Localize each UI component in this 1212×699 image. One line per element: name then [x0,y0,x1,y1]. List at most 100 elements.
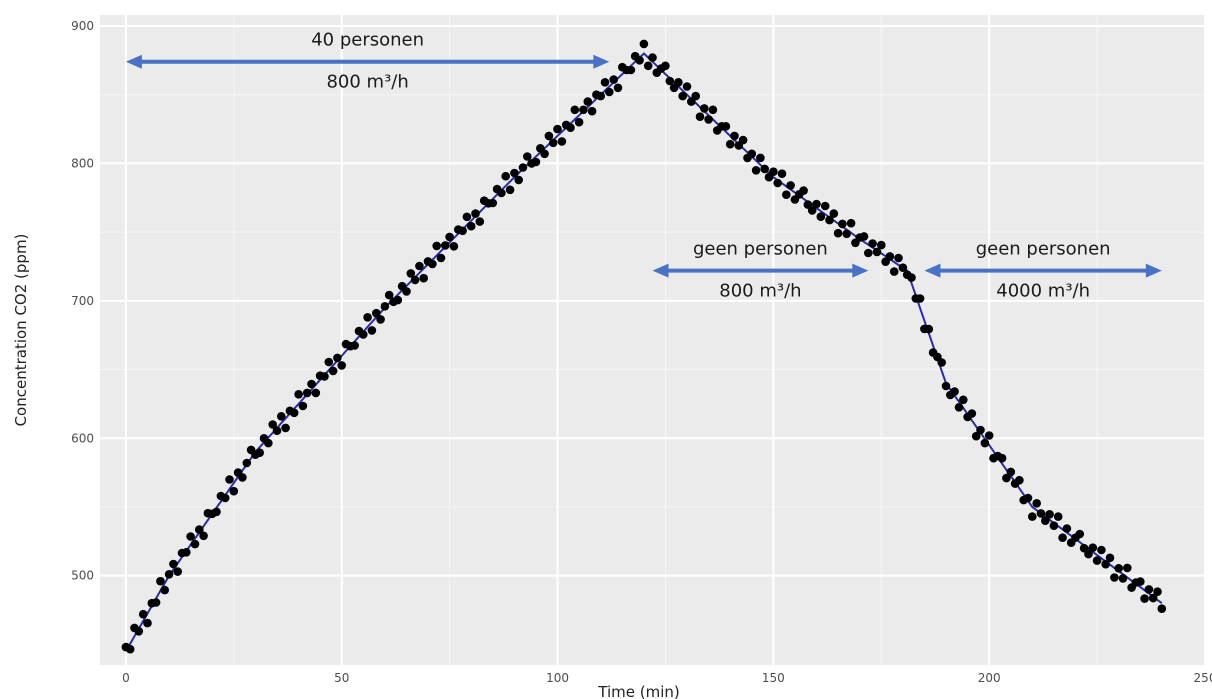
data-point [186,532,195,541]
data-point [626,65,636,75]
data-point [432,241,442,251]
annotation-3: geen personen 4000 m³/h [924,239,1162,302]
data-point [769,167,778,176]
data-point [1036,509,1046,518]
data-point [1045,510,1054,519]
data-point [1140,594,1149,603]
data-point [1079,543,1089,553]
data-point [721,122,731,131]
data-point [1075,529,1085,539]
data-point [1092,556,1102,565]
data-point [812,199,821,209]
data-point [579,105,588,115]
data-point [488,198,498,208]
data-point [1123,563,1132,573]
data-point [289,408,299,418]
data-point [695,112,705,121]
x-tick-label: 200 [978,671,1001,685]
annotation-2: geen personen 800 m³/h [652,239,869,302]
annotation-arrowhead-right [593,54,610,69]
data-point [678,91,687,101]
data-point [505,185,515,195]
data-point [350,341,360,350]
data-point [320,372,329,381]
data-point [190,539,200,549]
data-point [1110,573,1119,582]
data-point [566,123,575,132]
y-tick-label: 600 [71,431,94,445]
data-point [359,330,368,339]
data-point [428,259,437,269]
data-point [220,493,230,503]
data-point [268,420,278,429]
data-point [333,353,342,363]
data-point [984,431,994,440]
data-point [864,248,873,258]
annotation-label-bottom: 800 m³/h [326,72,408,93]
data-point [225,475,234,484]
data-point [510,168,519,178]
data-point [997,453,1007,463]
data-point [842,229,851,239]
data-point [419,273,429,283]
data-point [609,75,618,84]
data-point [950,387,959,396]
data-point [661,61,670,71]
data-point [195,525,204,534]
data-point [1114,564,1123,573]
data-point [1153,587,1162,596]
data-point [1023,493,1033,503]
annotation-label-top: geen personen [693,239,828,260]
data-point [725,139,735,149]
annotation-arrowhead-left [125,54,142,69]
data-point [466,221,476,231]
data-point [518,163,528,172]
data-point [1144,585,1154,594]
data-point [643,61,653,71]
data-point [1032,499,1041,508]
data-point [307,379,316,389]
data-point [406,269,416,278]
data-point [548,138,558,148]
data-point [475,217,485,226]
data-point [786,181,795,190]
data-point [380,302,390,311]
plot-panel [100,15,1205,665]
data-point [544,131,554,141]
data-point [829,209,839,218]
data-point [324,357,334,367]
data-point [751,166,761,175]
data-point [160,585,169,595]
annotation-label-bottom: 4000 m³/h [996,281,1090,302]
x-axis-title: Time (min) [597,683,679,699]
data-point [613,83,623,93]
data-point [212,507,221,517]
data-point [1105,553,1115,563]
data-point [600,78,610,87]
data-point [514,175,523,185]
data-point [570,105,580,115]
data-point [134,627,144,636]
x-tick-label: 250 [1194,671,1212,685]
data-point [648,53,657,62]
annotation-1: 40 personen 800 m³/h [125,30,610,93]
data-point [691,91,700,101]
data-point [967,409,977,418]
x-tick-label: 150 [762,671,785,685]
data-point [376,315,385,324]
data-point [151,598,161,607]
data-point [410,275,420,285]
data-point [302,388,312,398]
data-point [782,190,791,199]
data-point [402,287,411,296]
data-point [915,294,925,303]
data-point [1088,543,1098,552]
data-point [540,149,549,159]
data-point [238,473,247,482]
data-point [1097,545,1106,555]
annotation-arrowhead-right [1145,263,1162,278]
annotation-arrowhead-left [924,263,941,278]
data-point [596,91,605,101]
data-point [1015,475,1024,485]
